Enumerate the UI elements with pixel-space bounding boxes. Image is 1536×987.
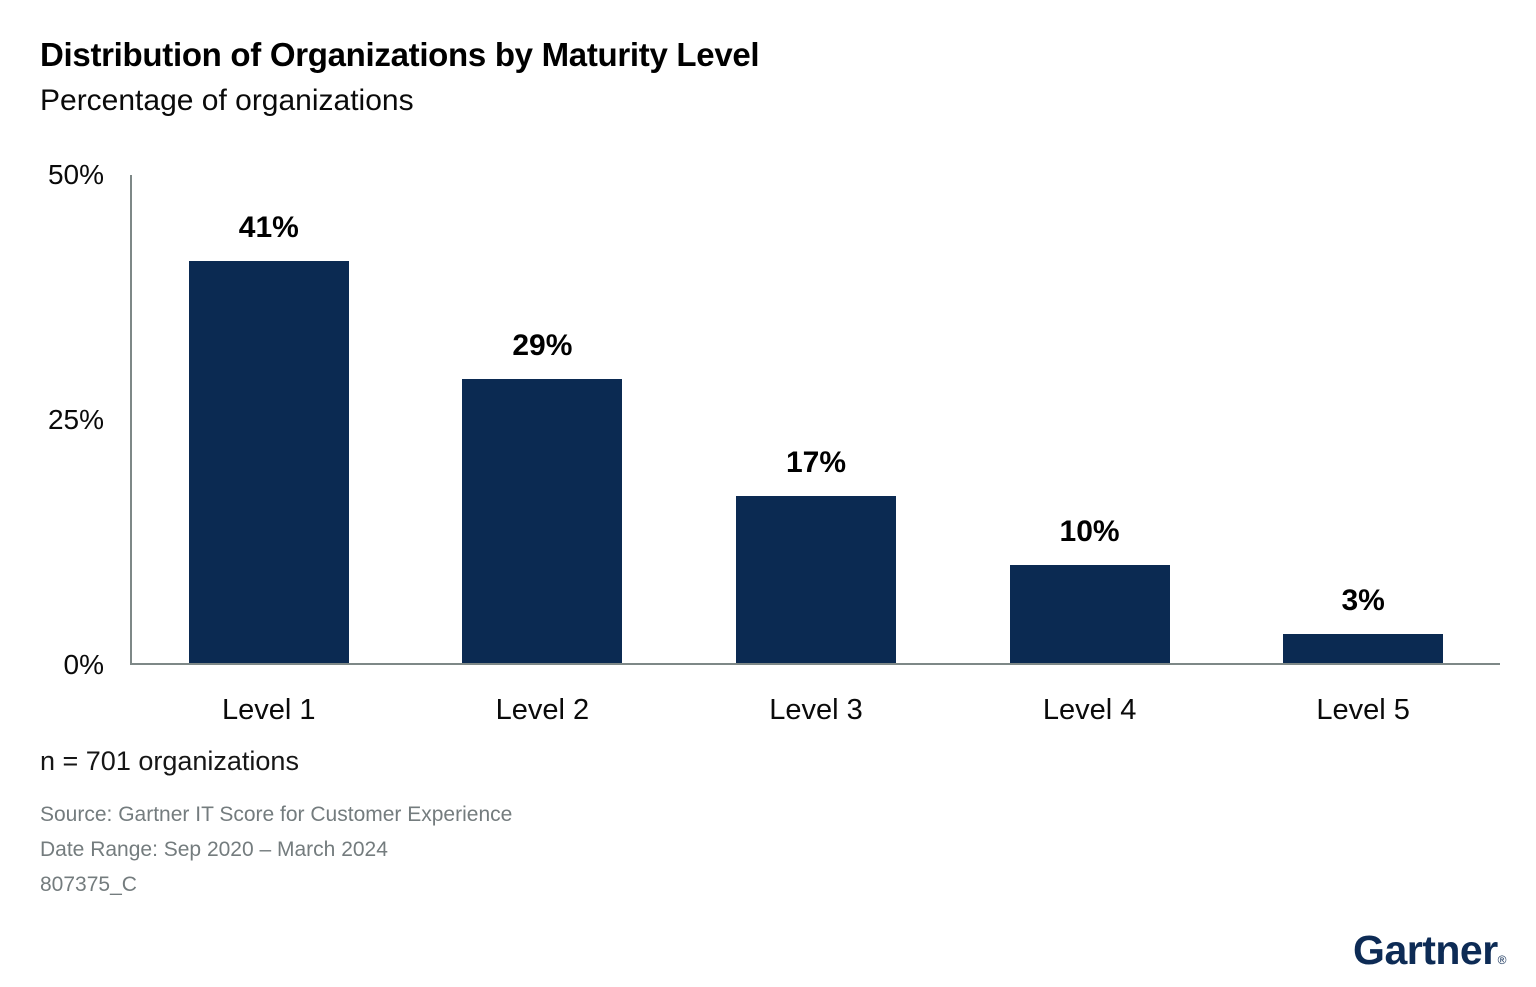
x-axis-category-label: Level 3: [769, 694, 863, 726]
x-axis-category-label: Level 1: [222, 694, 316, 726]
x-axis-category-label: Level 2: [495, 694, 590, 726]
sample-size-note: n = 701 organizations: [40, 746, 299, 776]
y-axis-tick-label: 0%: [63, 649, 104, 680]
plot-area: 41% Level 1 29% Level 2 17% Level 3 10% Level 4…: [130, 175, 1500, 726]
bar-group: 3% Level 5: [1226, 175, 1500, 726]
bar-value-label: 41%: [238, 211, 299, 245]
bar-group: 10% Level 4: [953, 175, 1227, 726]
bar: [1283, 633, 1444, 663]
figure-id: 807375_C: [40, 873, 137, 896]
gartner-logo-text: Gartner: [1353, 927, 1498, 973]
bar: [462, 378, 623, 663]
y-axis-tick-label: 25%: [47, 404, 104, 435]
bar-value-label: 17%: [785, 446, 846, 480]
bar-group: 17% Level 3: [679, 175, 953, 726]
gartner-logo: Gartner®: [1353, 930, 1506, 971]
x-axis-category-label: Level 4: [1042, 694, 1137, 726]
bars-container: 41% Level 1 29% Level 2 17% Level 3 10% Level 4…: [132, 175, 1500, 726]
bar: [1009, 565, 1170, 663]
bar: [735, 496, 896, 663]
bar-group: 29% Level 2: [406, 175, 680, 726]
y-axis-tick-label: 50%: [47, 159, 104, 190]
x-axis-category-label: Level 5: [1316, 694, 1410, 726]
bar-group: 41% Level 1: [132, 175, 406, 726]
source-note: Source: Gartner IT Score for Customer Ex…: [40, 803, 513, 826]
bar-value-label: 10%: [1059, 515, 1120, 548]
registered-trademark-icon: ®: [1497, 953, 1507, 967]
chart-title: Distribution of Organizations by Maturit…: [40, 36, 760, 73]
bar-value-label: 29%: [512, 328, 573, 362]
bar: [188, 261, 349, 663]
chart-subtitle: Percentage of organizations: [40, 84, 414, 117]
bar-value-label: 3%: [1341, 583, 1385, 617]
date-range-note: Date Range: Sep 2020 – March 2024: [40, 838, 388, 861]
